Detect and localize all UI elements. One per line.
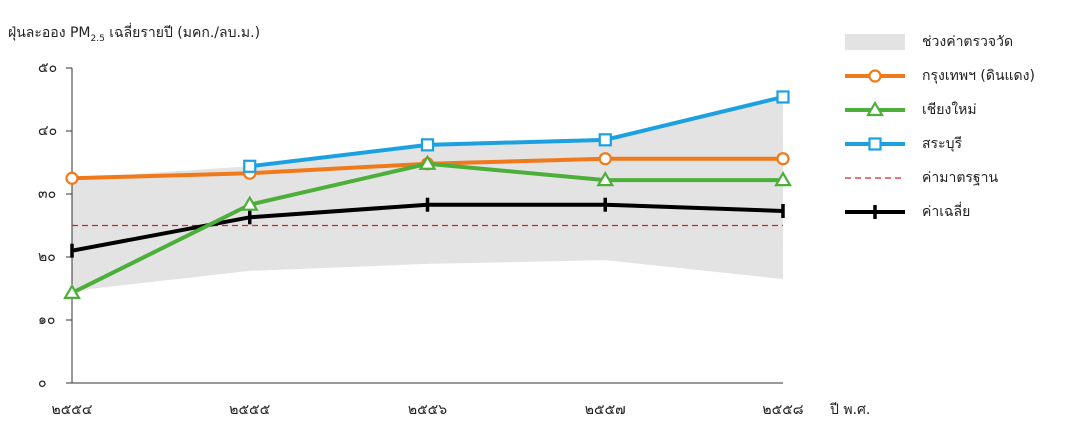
x-axis-label: ปี พ.ศ. [830, 402, 871, 418]
x-tick-label: ๒๕๕๕ [229, 402, 270, 418]
series-marker [774, 170, 792, 187]
series-marker [240, 195, 259, 211]
series-marker [598, 152, 612, 166]
series-marker [65, 171, 79, 185]
legend-marker [868, 137, 882, 151]
y-tick-label: ๐ [38, 375, 47, 391]
series-marker [776, 152, 790, 166]
series-marker [598, 133, 612, 147]
chart-title: ฝุ่นละออง PM2.5 เฉลี่ยรายปี (มคก./ลบ.ม.) [8, 23, 260, 44]
title: ฝุ่นละออง PM [8, 25, 91, 41]
x-tick-label: ๒๕๕๖ [408, 402, 447, 418]
y-tick-label: ๒๐ [38, 249, 56, 265]
legend-label: ค่าเฉลี่ย [922, 202, 970, 220]
y-tick-label: ๕๐ [38, 60, 57, 76]
x-tick-label: ๒๕๕๘ [762, 402, 803, 418]
series-marker [63, 283, 81, 300]
legend-label: กรุงเทพฯ (ดินแดง) [922, 68, 1035, 84]
series-marker [420, 138, 435, 152]
legend-marker [868, 69, 882, 83]
legend-swatch [845, 34, 905, 50]
legend-marker [866, 100, 884, 117]
x-tick-label: ๒๕๕๔ [51, 402, 92, 418]
series-marker [776, 90, 790, 104]
y-tick-label: ๑๐ [38, 312, 55, 328]
legend-label: ช่วงค่าตรวจวัด [922, 34, 1013, 50]
y-tick-label: ๔๐ [38, 123, 57, 139]
title-subscript: 2.5 [91, 34, 105, 44]
range-band [72, 99, 783, 292]
legend-label: ค่ามาตรฐาน [922, 170, 999, 186]
series-marker [418, 154, 437, 170]
legend-label: สระบุรี [922, 136, 962, 152]
series-marker [596, 170, 615, 187]
series-marker [243, 159, 257, 173]
series-line [249, 95, 784, 169]
legend-label: เชียงใหม่ [922, 101, 977, 118]
title-suffix: เฉลี่ยรายปี (มคก./ลบ.ม.) [105, 23, 260, 41]
x-tick-label: ๒๕๕๗ [585, 402, 626, 418]
y-tick-label: ๓๐ [38, 186, 56, 202]
